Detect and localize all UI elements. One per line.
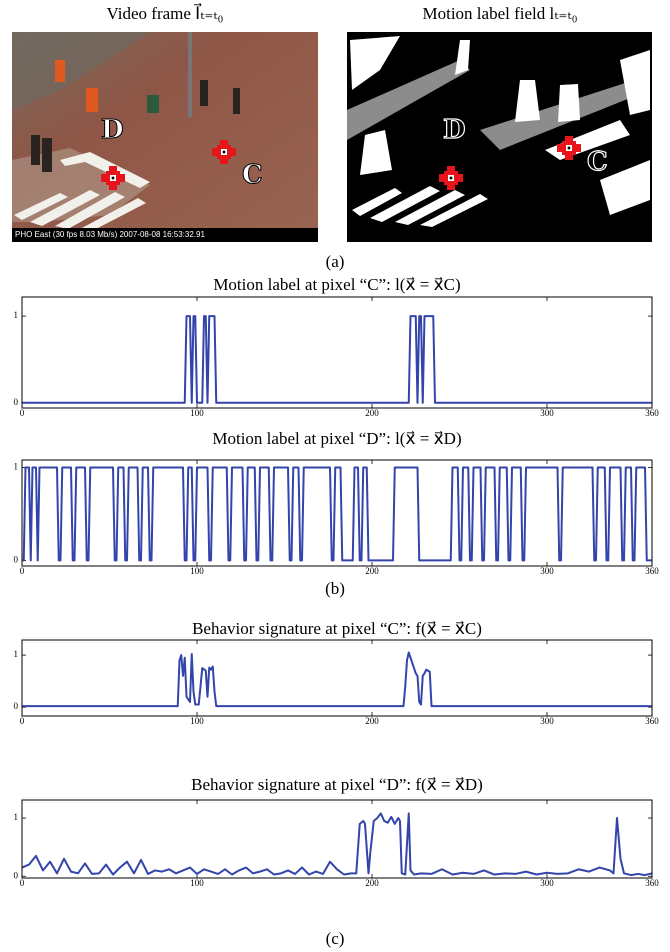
point-label: C [242, 160, 263, 190]
figure: Video frame I⃗ₜ₌ₜ₀ Motion label field lₜ… [0, 0, 670, 952]
y-tick-label: 0 [14, 397, 19, 407]
y-tick-label: 0 [14, 701, 19, 711]
x-tick-label: 100 [190, 566, 204, 576]
y-tick-label: 1 [14, 310, 19, 320]
x-tick-label: 100 [190, 408, 204, 418]
point-label: D [101, 115, 124, 145]
video-frame: PHO East (30 fps 8.03 Mb/s) 2007-08-08 1… [12, 32, 318, 242]
chart-title: Motion label at pixel “C”: l(x⃗ = x⃗C) [213, 275, 460, 294]
data-line [22, 467, 652, 560]
chart-title: Behavior signature at pixel “D”: f(x⃗ = … [191, 775, 483, 794]
axes-frame [22, 640, 652, 716]
axes-frame [22, 800, 652, 878]
y-tick-label: 1 [14, 649, 19, 659]
x-tick-label: 360 [645, 716, 659, 726]
x-tick-label: 360 [645, 408, 659, 418]
panel-label: (a) [326, 252, 345, 271]
image-title: Video frame I⃗ₜ₌ₜ₀ [107, 3, 224, 23]
video-overlay: PHO East (30 fps 8.03 Mb/s) 2007-08-08 1… [15, 230, 205, 239]
data-line [22, 652, 652, 706]
point-label: C [587, 147, 608, 177]
x-tick-label: 300 [540, 408, 554, 418]
point-label: D [443, 115, 466, 145]
motion-label-field: D C [347, 32, 652, 242]
panel-label: (b) [325, 579, 345, 598]
axes-frame [22, 297, 652, 408]
panel-label: (c) [326, 929, 345, 948]
x-tick-label: 360 [645, 878, 659, 888]
page: {"figure": {"left_title": "Video frame I… [0, 0, 670, 952]
x-tick-label: 0 [20, 716, 25, 726]
x-tick-label: 300 [540, 716, 554, 726]
x-tick-label: 300 [540, 566, 554, 576]
chart-title: Behavior signature at pixel “C”: f(x⃗ = … [192, 619, 482, 638]
x-tick-label: 100 [190, 716, 204, 726]
x-tick-label: 200 [365, 716, 379, 726]
x-tick-label: 200 [365, 566, 379, 576]
y-tick-label: 0 [14, 870, 19, 880]
chart-title: Motion label at pixel “D”: l(x⃗ = x⃗D) [212, 429, 461, 448]
y-tick-label: 1 [14, 812, 19, 822]
y-tick-label: 1 [14, 462, 19, 472]
x-tick-label: 0 [20, 566, 25, 576]
image-title: Motion label field lₜ₌ₜ₀ [422, 4, 577, 23]
x-tick-label: 100 [190, 878, 204, 888]
x-tick-label: 300 [540, 878, 554, 888]
x-tick-label: 360 [645, 566, 659, 576]
x-tick-label: 0 [20, 408, 25, 418]
x-tick-label: 200 [365, 408, 379, 418]
x-tick-label: 200 [365, 878, 379, 888]
data-line [22, 813, 652, 875]
x-tick-label: 0 [20, 878, 25, 888]
data-line [22, 316, 652, 403]
y-tick-label: 0 [14, 554, 19, 564]
